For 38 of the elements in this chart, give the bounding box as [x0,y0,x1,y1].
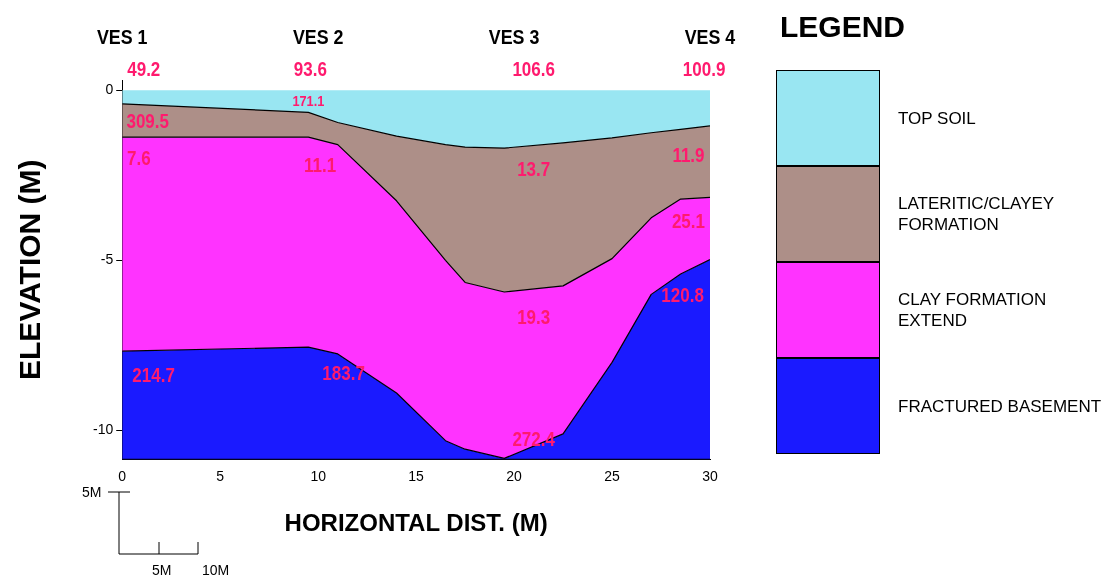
text: 100.9 [682,57,726,80]
text: VES 3 [488,24,540,49]
text: TOP SOIL [898,107,977,129]
annotation: 11.1 [304,153,337,177]
y-tick-label: -10 [93,421,114,438]
text: 93.6 [293,57,327,80]
annotation: 171.1 [292,92,325,110]
text: VES 4 [684,24,736,49]
text: LATERITIC/CLAYEY FORMATION [898,193,1055,235]
annotation: 272.4 [512,427,556,451]
annotation: 7.6 [127,147,151,170]
x-tick-label: 10 [310,467,327,484]
x-tick-label: 20 [506,467,523,484]
y-axis-title: ELEVATION (M) [13,159,47,380]
annotation: 19.3 [517,305,551,329]
text: 49.2 [127,57,161,80]
annotation: 183.7 [322,361,365,385]
x-tick-label: 15 [408,467,425,484]
text: FRACTURED BASEMENT [898,395,1103,417]
y-tick-label: -5 [100,251,114,268]
x-tick-label: 0 [118,467,127,484]
scale-bar: 5M 5M 10M [80,482,240,582]
annotation: 309.5 [126,109,169,133]
legend-title: LEGEND [780,10,906,45]
x-tick-label: 30 [702,467,718,484]
annotation: 25.1 [671,210,705,233]
x-tick-label: 25 [604,467,621,484]
text: VES 1 [96,24,148,49]
x-axis-title: HORIZONTAL DIST. (M) [284,509,548,537]
y-tick-label: 0 [105,81,114,98]
text: VES 2 [292,24,344,49]
text: CLAY FORMATION EXTEND [898,289,1048,331]
annotation: 120.8 [661,283,704,306]
annotation: 11.9 [672,143,705,167]
text: 106.6 [512,57,555,80]
annotation: 13.7 [517,157,551,180]
annotation: 214.7 [132,363,175,386]
x-tick-label: 5 [216,467,225,484]
